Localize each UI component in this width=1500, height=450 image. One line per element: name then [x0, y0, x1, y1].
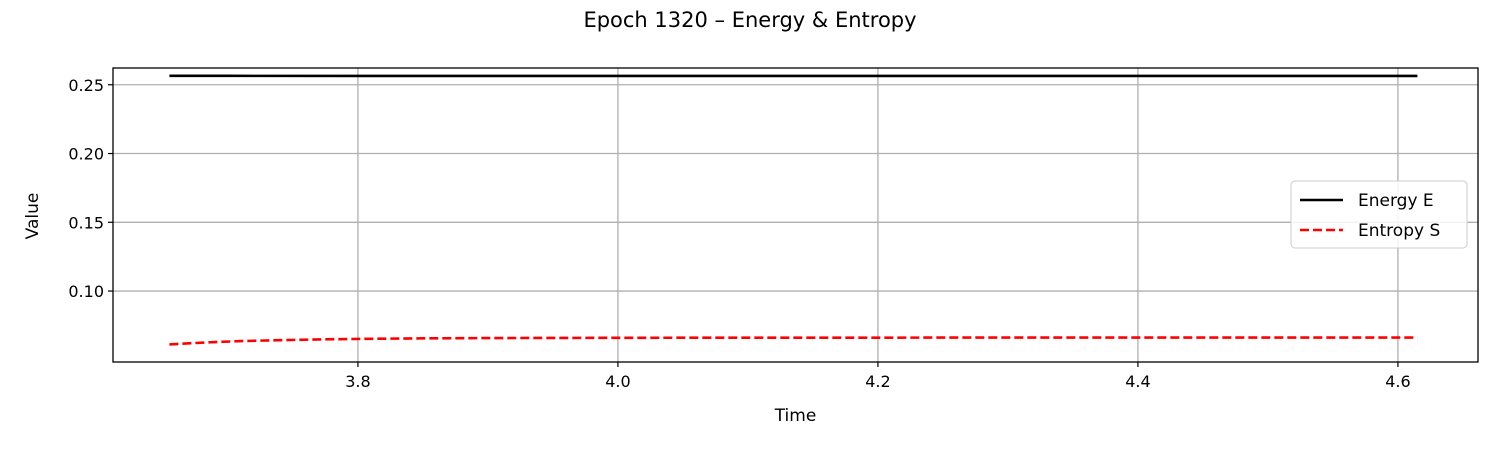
legend: Energy E Entropy S	[1290, 180, 1468, 249]
legend-label: Energy E	[1358, 191, 1434, 211]
x-tick-label: 3.8	[345, 372, 370, 391]
x-tick-label: 4.6	[1385, 372, 1410, 391]
plot-area-frame	[112, 67, 1479, 363]
series-layer	[169, 74, 1418, 346]
x-axis-label: Time	[774, 406, 817, 426]
grid	[113, 68, 1478, 362]
x-tick-label: 4.0	[605, 372, 630, 391]
x-tick-label: 4.4	[1125, 372, 1150, 391]
y-tick-label: 0.20	[68, 145, 104, 164]
y-tick-label: 0.25	[68, 76, 104, 95]
y-tick-label: 0.10	[68, 282, 104, 301]
ticks: 3.8 4.0 4.2 4.4 4.6 0.10 0.15 0.20 0.25	[68, 76, 1410, 391]
series-line-entropy	[169, 336, 1418, 346]
chart-title: Epoch 1320 – Energy & Entropy	[583, 8, 916, 32]
y-axis-label: Value	[23, 193, 43, 240]
y-tick-label: 0.15	[68, 213, 104, 232]
x-tick-label: 4.2	[865, 372, 890, 391]
legend-label: Entropy S	[1358, 221, 1440, 241]
